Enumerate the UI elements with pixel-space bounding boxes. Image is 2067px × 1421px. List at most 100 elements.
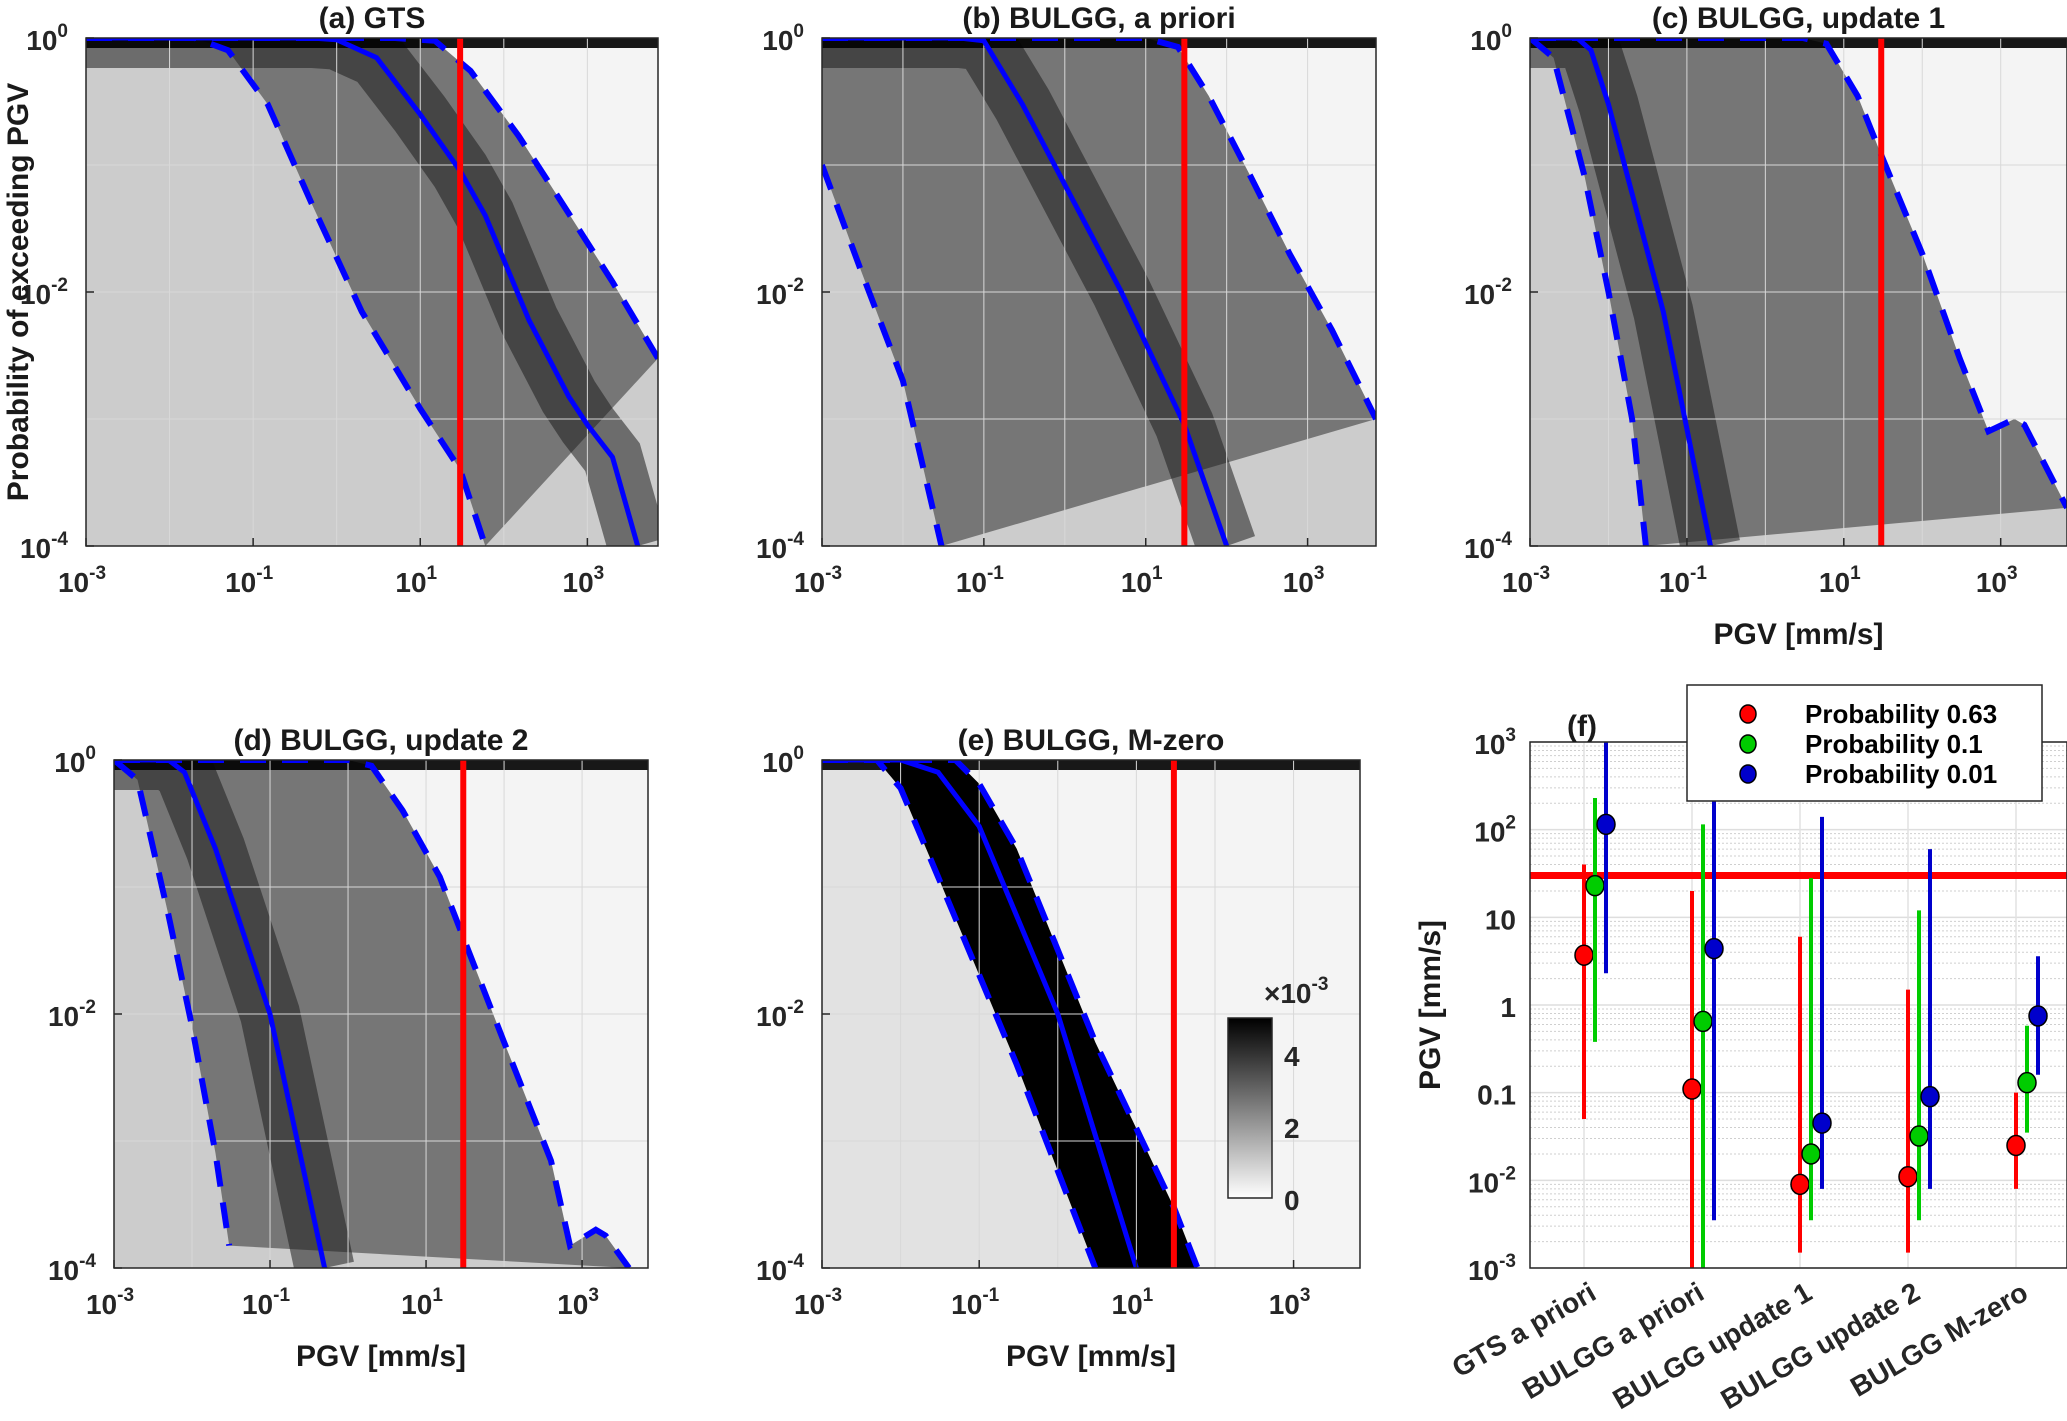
data-point (1574, 944, 1594, 966)
tick-exponent: -3 (89, 563, 106, 584)
curve-lower-dashed (86, 38, 489, 546)
data-point (1790, 1173, 1810, 1196)
tick-base: 10 (1470, 25, 1501, 56)
curve-lower-dashed (1530, 38, 1649, 546)
tick-base: 10 (1121, 567, 1152, 598)
tick-exponent: 0 (1501, 21, 1512, 42)
legend-marker (1739, 734, 1757, 754)
tick-exponent: -2 (1499, 1163, 1516, 1184)
tick-exponent: 1 (432, 1285, 443, 1306)
y-tick-label: 100 (762, 21, 804, 56)
tick-exponent: 1 (427, 563, 438, 584)
y-axis-label: PGV [mm/s] (1414, 920, 1447, 1090)
tick-base: 10 (1819, 567, 1850, 598)
x-tick-label: 103 (557, 1285, 599, 1320)
curve-upper-dashed (114, 760, 632, 1268)
y-tick-label: 102 (1474, 813, 1516, 848)
tick-exponent: 1 (1152, 563, 1163, 584)
x-tick-label: 101 (1121, 563, 1163, 598)
tick-base: 10 (1659, 567, 1690, 598)
panel-title: (a) GTS (319, 2, 426, 35)
y-tick-label: 10-4 (20, 529, 68, 564)
y-tick-label: 10-2 (756, 275, 804, 310)
curve-median (822, 760, 1139, 1268)
tick-base: 10 (794, 567, 825, 598)
tick-exponent: 0 (793, 21, 804, 42)
tick-base: 10 (794, 1289, 825, 1320)
curve-median (114, 760, 328, 1268)
y-tick-label: 103 (1474, 725, 1516, 760)
y-tick-label: 10-2 (756, 997, 804, 1032)
tick-exponent: 3 (2007, 563, 2018, 584)
tick-base: 10 (563, 567, 594, 598)
colorbar: 0 2 4 ×10-3 (1227, 974, 1328, 1216)
tick-base: 10 (762, 25, 793, 56)
x-tick-label: 101 (1819, 563, 1861, 598)
tick-base: 10 (225, 567, 256, 598)
tick-exponent: -1 (982, 1285, 999, 1306)
data-point (1898, 1165, 1918, 1188)
y-tick-label: 10-4 (1464, 529, 1512, 564)
tick-exponent: -3 (117, 1285, 134, 1306)
tick-exponent: -3 (825, 1285, 842, 1306)
tick-exponent: -2 (1495, 275, 1512, 296)
data-point (1596, 813, 1616, 836)
colorbar-tick-label: 2 (1284, 1113, 1300, 1144)
x-axis-label: PGV [mm/s] (1006, 1340, 1176, 1373)
data-point (1585, 874, 1605, 897)
y-tick-label: 10-2 (20, 275, 68, 310)
x-tick-label: 103 (1976, 563, 2018, 598)
tick-base: 10 (756, 1255, 787, 1286)
x-axis-label: PGV [mm/s] (296, 1340, 466, 1373)
tick-exponent: -3 (1533, 563, 1550, 584)
curve-lower-dashed (822, 163, 945, 546)
panel-c: (c) BULGG, update 110-3 10-1 101 10310010-2… (1464, 2, 2067, 651)
tick-exponent: -4 (787, 529, 804, 550)
tick-base: 10 (86, 1289, 117, 1320)
x-tick-label: 101 (401, 1285, 443, 1320)
data-point (1812, 1112, 1832, 1134)
tick-exponent: -1 (256, 563, 273, 584)
tick-base: 10 (401, 1289, 432, 1320)
x-tick-label: 103 (563, 563, 605, 598)
legend-marker (1739, 764, 1757, 784)
curve-lower-dashed (822, 760, 1099, 1268)
panel-title: (f) (1567, 710, 1597, 743)
y-tick-label: 10-4 (756, 529, 804, 564)
colorbar-multiplier: ×10-3 (1264, 974, 1328, 1009)
tick-exponent: -3 (825, 563, 842, 584)
panel-title: (d) BULGG, update 2 (234, 724, 529, 757)
y-tick-label: 10-3 (1468, 1251, 1516, 1286)
legend-label: Probability 0.01 (1805, 759, 1997, 789)
tick-base: 10 (54, 747, 85, 778)
tick-base: 10 (1474, 817, 1505, 848)
tick-exponent: 3 (1300, 1285, 1311, 1306)
colorbar-gradient (1227, 1017, 1273, 1199)
tick-base: 10 (242, 1289, 273, 1320)
y-tick-label: 10-4 (756, 1251, 804, 1286)
x-tick-label: 10-3 (1502, 563, 1550, 598)
tick-exponent: 3 (1505, 725, 1516, 746)
x-tick-label: 10-3 (86, 1285, 134, 1320)
x-tick-label: 101 (1112, 1285, 1154, 1320)
tick-exponent: -1 (1690, 563, 1707, 584)
x-tick-label: 10-1 (225, 563, 273, 598)
tick-exponent: 0 (793, 743, 804, 764)
panel-title: (e) BULGG, M-zero (958, 724, 1225, 757)
category-label: BULGG update 2 (1715, 1276, 1925, 1415)
legend-label: Probability 0.1 (1805, 729, 1983, 759)
tick-base: 10 (58, 567, 89, 598)
curve-lower-dashed (114, 760, 233, 1247)
density-top-saturation (822, 760, 1360, 770)
category-label: BULGG update 1 (1607, 1276, 1817, 1415)
tick-exponent: 3 (1314, 563, 1325, 584)
category-label: BULGG M-zero (1845, 1276, 2033, 1402)
data-point (2028, 1005, 2048, 1027)
tick-base: 10 (48, 1255, 79, 1286)
tick-exponent: -2 (79, 997, 96, 1018)
density-top-saturation (822, 38, 1376, 48)
tick-exponent: -4 (79, 1251, 96, 1272)
